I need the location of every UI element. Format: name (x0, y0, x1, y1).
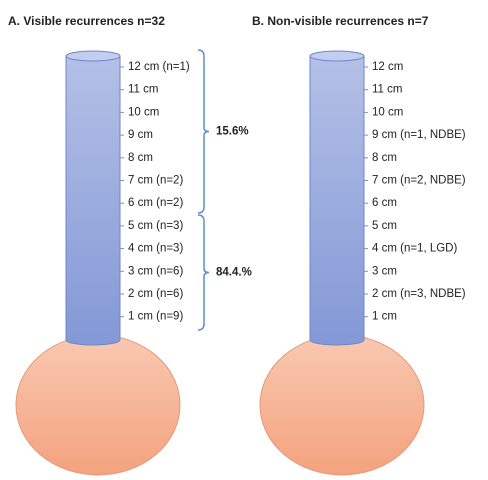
cm-label: 1 cm (372, 311, 397, 323)
panel-title: A. Visible recurrences n=32 (8, 14, 165, 28)
cm-label: 10 cm (128, 106, 159, 118)
cm-label: 8 cm (128, 152, 153, 164)
cm-label: 1 cm (n=9) (128, 311, 183, 323)
cm-label: 7 cm (n=2) (128, 175, 183, 187)
cm-label: 5 cm (n=3) (128, 220, 183, 232)
cm-label: 2 cm (n=6) (128, 288, 183, 300)
esophagus (309, 56, 365, 346)
cm-label: 2 cm (n=3, NDBE) (372, 288, 466, 300)
cm-label: 10 cm (372, 106, 403, 118)
cm-label: 4 cm (n=1, LGD) (372, 243, 457, 255)
cm-label: 11 cm (128, 84, 158, 96)
cm-label: 6 cm (372, 197, 397, 209)
bracket (197, 214, 210, 331)
esophagus-top (309, 50, 365, 62)
cm-label: 3 cm (372, 265, 397, 277)
bracket (197, 49, 210, 214)
cm-label: 9 cm (128, 129, 153, 141)
cm-label: 11 cm (372, 84, 402, 96)
esophagus-top (65, 50, 121, 62)
cm-label: 5 cm (372, 220, 397, 232)
esophagus (65, 56, 121, 346)
cm-label: 4 cm (n=3) (128, 243, 183, 255)
cm-label: 12 cm (372, 61, 403, 73)
cm-label: 7 cm (n=2, NDBE) (372, 175, 466, 187)
panel-title: B. Non-visible recurrences n=7 (252, 14, 429, 28)
cm-label: 12 cm (n=1) (128, 61, 190, 73)
cm-label: 8 cm (372, 152, 397, 164)
cm-label: 3 cm (n=6) (128, 265, 183, 277)
stomach (15, 334, 181, 476)
stomach (259, 334, 425, 476)
bracket-label: 15.6% (216, 126, 249, 138)
cm-label: 6 cm (n=2) (128, 197, 183, 209)
cm-label: 9 cm (n=1, NDBE) (372, 129, 466, 141)
bracket-label: 84.4.% (216, 267, 252, 279)
